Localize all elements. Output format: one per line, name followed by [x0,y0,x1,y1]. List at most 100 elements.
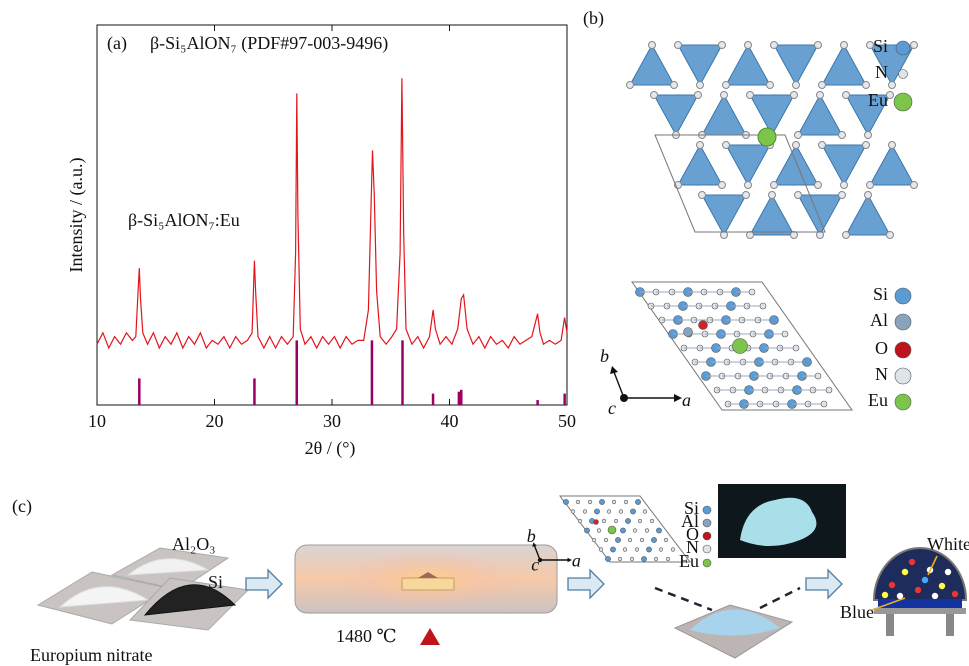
label: a [682,390,691,410]
atom [635,548,639,552]
atom [699,321,708,330]
atom [584,528,589,533]
n-atom [723,82,730,89]
atom [592,538,596,542]
phosphor-particle [909,559,915,565]
tetrahedron [702,195,746,235]
atom [646,547,651,552]
tetrahedron [774,45,818,85]
tetrahedron [798,95,842,135]
phosphor-particle [902,569,908,575]
atom [895,342,911,358]
n-atom [865,132,872,139]
atom [615,537,620,542]
phosphor-particle [922,577,928,583]
phosphor-particle [889,582,895,588]
n-atom [719,182,726,189]
n-atom [889,142,896,149]
n-atom [769,192,776,199]
n-atom [747,92,754,99]
atom [803,358,812,367]
atom [643,510,647,514]
led-leg [946,614,954,636]
tetrahedron [702,95,746,135]
atom [749,289,755,295]
n-atom [695,92,702,99]
tetrahedron [726,145,770,185]
n-atom [863,82,870,89]
tetrahedron [630,45,674,85]
n-atom [863,142,870,149]
atom [597,529,601,533]
label: Blue [840,602,874,622]
label: Eu [868,390,888,410]
n-atom [771,182,778,189]
atom [576,500,580,504]
x-tick-label: 50 [558,411,576,431]
n-atom [841,42,848,49]
atom [895,368,911,384]
n-atom [839,192,846,199]
atom [703,559,711,567]
heat-marker [420,628,440,645]
phosphor-particle [952,591,958,597]
atom [641,556,646,561]
label: (a) [107,33,127,54]
label: 1480 ℃ [336,626,397,646]
n-atom [745,182,752,189]
n-atom [865,192,872,199]
label: Si [873,284,888,304]
phosphor-particle [915,587,921,593]
tetrahedron [726,45,770,85]
n-atom [843,232,850,239]
atom [602,519,606,523]
n-atom [817,232,824,239]
n-atom [745,42,752,49]
n-atom [675,42,682,49]
atom [664,538,668,542]
atom [703,545,711,553]
n-atom [815,42,822,49]
atom [684,328,693,337]
atom [654,557,658,561]
tetrahedron [654,95,698,135]
label: c [531,555,539,575]
atom [628,538,632,542]
atom [895,314,911,330]
label: c [608,398,616,418]
process-arrow [568,570,604,598]
atom [563,499,568,504]
process-arrow [246,570,282,598]
atom [583,510,587,514]
phosphor-particle [945,569,951,575]
label: Europium nitrate [30,645,152,665]
atom [895,288,911,304]
arrow-head [610,366,618,374]
n-atom [889,82,896,89]
n-atom [791,92,798,99]
atom [640,538,644,542]
n-atom [867,182,874,189]
atom [630,509,635,514]
n-atom [795,192,802,199]
n-atom [697,142,704,149]
label: Al₂O₃ [172,534,216,554]
atom [578,519,582,523]
atom [782,331,788,337]
tetrahedron [678,45,722,85]
label: Al [870,310,888,330]
label: β-Si₅AlON₇ (PDF#97-003-9496) [150,33,388,54]
label: b [527,526,536,546]
atom [588,500,592,504]
atom [635,499,640,504]
phosphor-particle [932,593,938,599]
n-atom [627,82,634,89]
n-atom [719,42,726,49]
atom [599,548,603,552]
n-atom [743,192,750,199]
atom [659,548,663,552]
atom [826,387,832,393]
led-leg [886,614,894,636]
led-base [874,608,966,614]
atom [623,548,627,552]
